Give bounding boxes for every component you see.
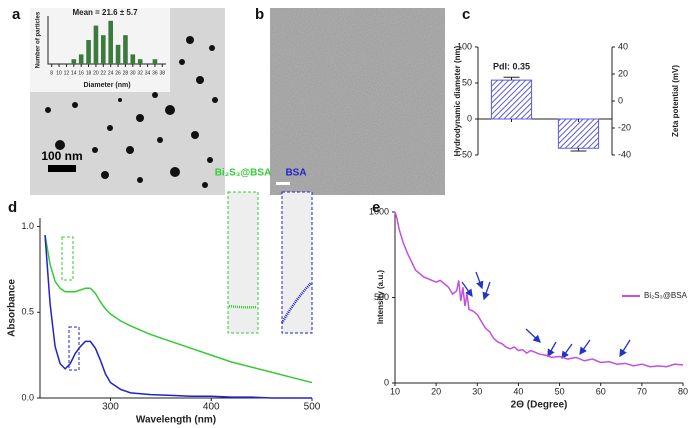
legend-label: Bi₂S₃@BSA — [644, 291, 688, 300]
panel-label: e — [372, 199, 380, 216]
x-tick-label: 8 — [50, 70, 53, 76]
series-line — [44, 235, 313, 384]
scale-bar-b — [276, 182, 290, 185]
bar — [101, 35, 106, 64]
bar — [86, 40, 91, 64]
scale-bar — [48, 165, 76, 172]
x-tick-label: 26 — [115, 70, 121, 76]
x-tick-label: 30 — [130, 70, 136, 76]
axes — [39, 218, 312, 399]
y-tick-label: 0.5 — [21, 307, 34, 317]
x-tick-label: 16 — [78, 70, 84, 76]
y-tick-label: 1.0 — [21, 221, 34, 231]
bar — [137, 59, 143, 64]
bar — [130, 54, 136, 64]
x-tick-label: 10 — [390, 386, 400, 396]
series-line — [394, 211, 684, 368]
x-tick-label: 400 — [203, 402, 220, 413]
y-tick-label: 0.0 — [21, 392, 34, 402]
x-tick-label: 34 — [145, 70, 151, 76]
y-tick-label: 100 — [457, 41, 472, 51]
y-tick-label: 500 — [374, 292, 389, 302]
x-tick-label: 20 — [93, 70, 99, 76]
x-tick-label: 20 — [431, 386, 441, 396]
axis-title: Number of particles — [36, 11, 42, 68]
axis-title: Intensity (a.u.) — [376, 270, 385, 325]
x-tick-label: 500 — [304, 402, 321, 413]
y-tick-label: -40 — [618, 149, 631, 159]
bar — [557, 118, 600, 149]
x-tick-label: 24 — [108, 70, 114, 76]
micrograph-texture — [270, 8, 445, 195]
x-tick-label: 38 — [160, 70, 166, 76]
x-axis-title: Wavelength (nm) — [136, 415, 216, 426]
axes — [394, 212, 683, 384]
chart-title: Mean = 21.6 ± 5.7 — [72, 8, 138, 17]
bar — [123, 35, 128, 64]
x-axis-title: Diameter (nm) — [83, 82, 130, 89]
x-tick-label: 80 — [678, 386, 688, 396]
panel-label: d — [8, 199, 17, 216]
x-tick-label: 10 — [56, 70, 62, 76]
series-line — [44, 235, 312, 399]
axis-title: Zeta potential (mV) — [671, 65, 680, 137]
x-tick-label: 28 — [123, 70, 129, 76]
y-tick-label: 40 — [618, 41, 628, 51]
particles — [45, 36, 218, 188]
annotation: PdI: 0.35 — [493, 61, 530, 71]
bar — [115, 44, 121, 64]
x-axis-title: 2Θ (Degree) — [511, 400, 568, 411]
x-tick-label: 300 — [102, 402, 119, 413]
x-tick-label: 36 — [152, 70, 158, 76]
y-tick-label: 0 — [467, 113, 472, 123]
inset-background — [30, 8, 170, 92]
panel-label: c — [462, 6, 470, 23]
peak-arrows — [461, 271, 631, 360]
panel-label: a — [12, 6, 21, 23]
x-tick-label: 60 — [596, 386, 606, 396]
x-tick-label: 18 — [86, 70, 92, 76]
x-tick-label: 30 — [472, 386, 482, 396]
x-tick-label: 40 — [513, 386, 523, 396]
error-bar — [570, 148, 587, 152]
axis-title: Absorbance — [7, 279, 18, 337]
inset-boxes — [61, 191, 313, 371]
y-tick-label: 0 — [618, 95, 623, 105]
legend-label: Bi₂S₃@BSA — [215, 168, 272, 179]
x-tick-label: 70 — [637, 386, 647, 396]
bar — [71, 59, 77, 64]
bar — [490, 79, 533, 120]
x-tick-label: 14 — [71, 70, 77, 76]
y-tick-label: 0 — [384, 377, 389, 387]
y-tick-label: 20 — [618, 68, 628, 78]
axis-title: Hydrodynamic diameter (nm) — [453, 45, 462, 156]
y-tick-label: 1000 — [369, 206, 389, 216]
y-tick-label: -50 — [459, 149, 472, 159]
y-tick-label: -20 — [618, 122, 631, 132]
scale-bar-label: 100 nm — [41, 149, 82, 163]
bar — [78, 54, 84, 64]
bar — [108, 20, 113, 64]
error-bar — [503, 76, 520, 81]
x-tick-label: 22 — [101, 70, 107, 76]
x-tick-label: 32 — [137, 70, 143, 76]
x-tick-label: 12 — [64, 70, 70, 76]
legend-label: BSA — [285, 168, 306, 179]
bar — [152, 59, 158, 64]
x-tick-label: 50 — [555, 386, 565, 396]
bar — [93, 25, 99, 65]
panel-label: b — [255, 6, 264, 23]
y-tick-label: 50 — [462, 77, 472, 87]
